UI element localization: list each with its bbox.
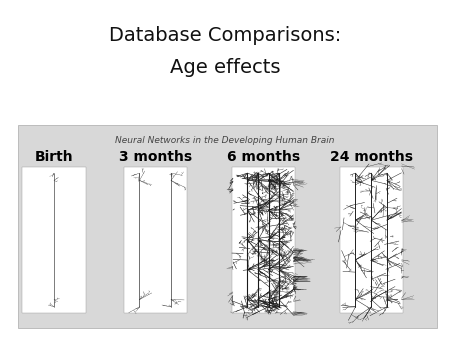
Bar	[340, 167, 403, 313]
Bar	[18, 125, 436, 328]
Text: Birth: Birth	[35, 150, 73, 164]
Bar	[124, 167, 187, 313]
Text: 3 months: 3 months	[119, 150, 192, 164]
Text: Database Comparisons:: Database Comparisons:	[109, 26, 341, 45]
Text: 6 months: 6 months	[227, 150, 300, 164]
Text: Age effects: Age effects	[170, 58, 280, 77]
Bar	[232, 167, 295, 313]
Text: 24 months: 24 months	[330, 150, 413, 164]
Text: Neural Networks in the Developing Human Brain: Neural Networks in the Developing Human …	[115, 136, 335, 145]
Bar	[22, 167, 86, 313]
